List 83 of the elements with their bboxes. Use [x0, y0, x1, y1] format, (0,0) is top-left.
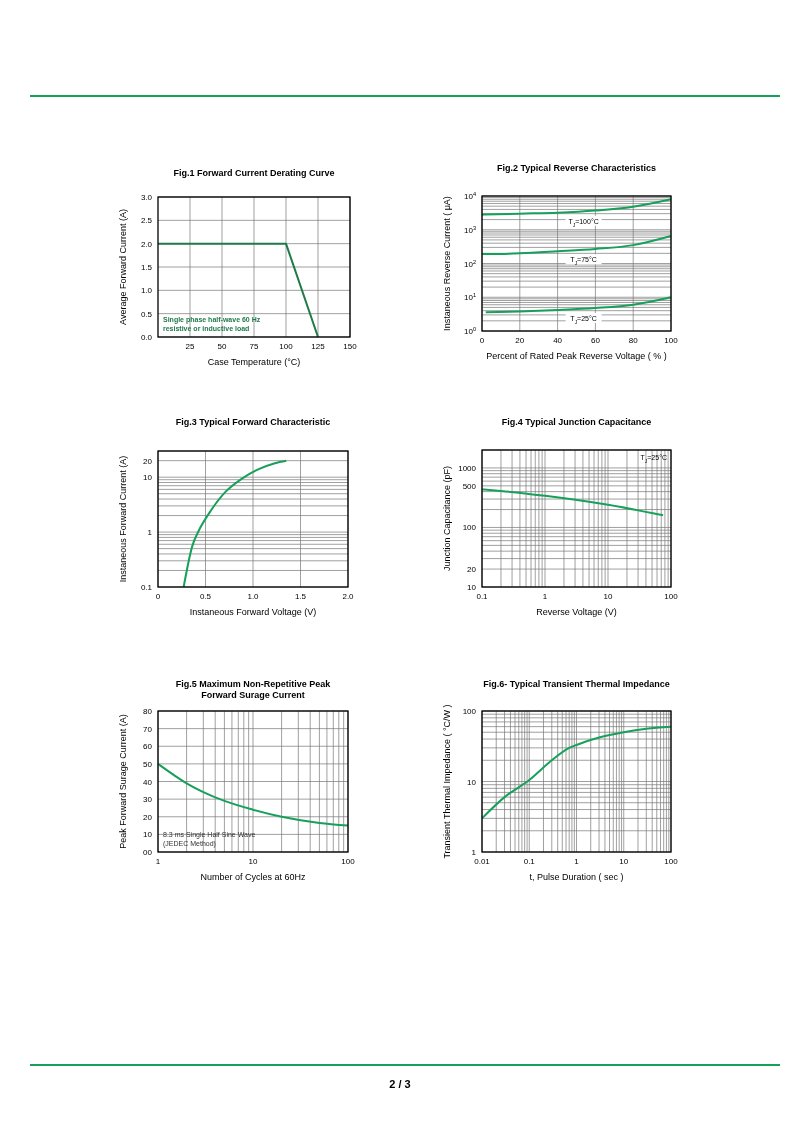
y-tick-label: 1.5: [140, 263, 153, 272]
text: 2 / 3: [389, 1078, 411, 1090]
y-tick-label: 0.1: [140, 583, 153, 592]
y-tick-label: 10$^{2}$: [463, 258, 476, 269]
y-axis-title: Average Forward Current (A): [118, 209, 128, 325]
y-tick-label: 70: [143, 724, 153, 734]
x-tick-label: 40: [553, 336, 563, 345]
x-tick-label: 10: [248, 857, 258, 866]
y-tick-label: 0.5: [140, 309, 153, 319]
x-tick-label: 125: [311, 342, 326, 351]
chart-title: Fig.1 Forward Current Derating Curve: [173, 168, 335, 178]
y-axis-title: Junction Capacitance (pF): [442, 465, 452, 572]
y-tick-label: 10$^{1}$: [463, 292, 476, 303]
x-tick-label: 100: [664, 592, 679, 601]
x-tick-label: 100: [664, 336, 679, 345]
chart-title: Fig.6- Typical Transient Thermal Impedance: [483, 679, 670, 689]
y-tick-label: 20: [143, 456, 153, 466]
x-tick-label: 10: [603, 592, 613, 601]
x-axis-title: Number of Cycles at 60Hz: [200, 872, 307, 882]
x-tick-label: 100: [279, 342, 294, 351]
x-tick-label: 100: [664, 857, 679, 866]
y-tick-label: 1.0: [140, 286, 153, 296]
line-series: [484, 296, 672, 314]
y-axis-title: Peak Forward Surage Current (A): [118, 714, 128, 849]
y-tick-label: 0.0: [140, 333, 153, 342]
y-tick-label: 80: [143, 707, 153, 716]
x-axis-title: Percent of Rated Peak Reverse Voltage ( % ): [486, 351, 667, 361]
x-axis-title: Case Temperature (°C): [207, 357, 301, 367]
x-tick-label: 0.1: [523, 857, 536, 866]
chart-title: Fig.2 Typical Reverse Characteristics: [497, 163, 656, 173]
chart-title: Fig.3 Typical Forward Characteristic: [175, 417, 331, 427]
x-tick-label: 2.0: [342, 592, 355, 601]
x-tick-label: 1: [155, 857, 161, 866]
x-tick-label: 20: [515, 336, 525, 345]
x-tick-label: 0: [479, 336, 485, 345]
y-axis-title: Transient Thermal Impedance ( °C/W ): [442, 704, 452, 859]
x-axis-title: Instaneous Forward Voltage (V): [189, 607, 317, 617]
y-tick-label: 1000: [458, 463, 477, 473]
line-series: [182, 459, 288, 588]
y-tick-label: 100: [462, 707, 477, 716]
chart-title: Fig.4 Typical Junction Capacitance: [501, 417, 652, 427]
y-tick-label: 20: [143, 812, 153, 822]
y-tick-label: 00: [143, 848, 153, 857]
x-tick-label: 1.0: [247, 592, 260, 601]
x-tick-label: 60: [590, 336, 601, 345]
y-tick-label: 100: [462, 523, 477, 533]
x-tick-label: 0.5: [199, 592, 212, 601]
y-tick-label: 3.0: [140, 193, 153, 202]
y-tick-label: 20: [467, 565, 477, 575]
y-tick-label: 10$^{0}$: [463, 326, 476, 336]
x-tick-label: 1: [542, 592, 548, 601]
x-axis-title: t, Pulse Duration ( sec ): [529, 872, 624, 882]
y-tick-label: 10$^{3}$: [463, 224, 476, 235]
y-tick-label: 40: [143, 777, 153, 787]
x-tick-label: 80: [628, 336, 639, 345]
y-tick-label: 50: [143, 759, 153, 769]
y-tick-label: 2.0: [140, 239, 153, 249]
y-axis-title: Instaneous Forward Current (A): [118, 455, 128, 583]
x-tick-label: 10: [619, 857, 629, 866]
y-tick-label: 60: [143, 742, 153, 752]
y-tick-label: 500: [462, 481, 477, 491]
y-tick-label: 10: [143, 473, 153, 483]
x-tick-label: 100: [341, 857, 356, 866]
x-tick-label: 1.5: [294, 592, 307, 601]
y-tick-label: 10: [467, 777, 477, 787]
x-tick-label: 0: [155, 592, 161, 601]
y-tick-label: 2.5: [140, 216, 153, 226]
x-tick-label: 150: [343, 342, 358, 351]
y-tick-label: 1: [147, 528, 153, 538]
y-tick-label: 10$^{4}$: [463, 191, 476, 201]
x-tick-label: 75: [249, 342, 259, 351]
x-tick-label: 0.1: [476, 592, 489, 601]
x-tick-label: 0.01: [474, 857, 491, 866]
x-tick-label: 25: [185, 342, 195, 351]
x-axis-title: Reverse Voltage (V): [536, 607, 617, 617]
y-tick-label: 1: [471, 848, 477, 857]
chart-title: Fig.5 Maximum Non-Repetitive Peak Forward Surage Current: [175, 679, 332, 700]
x-tick-label: 50: [217, 342, 227, 351]
y-tick-label: 10: [467, 583, 477, 592]
y-axis-title: Instaneous Reverse Current ( μA): [442, 196, 452, 331]
y-tick-label: 10: [143, 830, 153, 840]
y-tick-label: 30: [143, 795, 153, 805]
x-tick-label: 1: [574, 857, 580, 866]
